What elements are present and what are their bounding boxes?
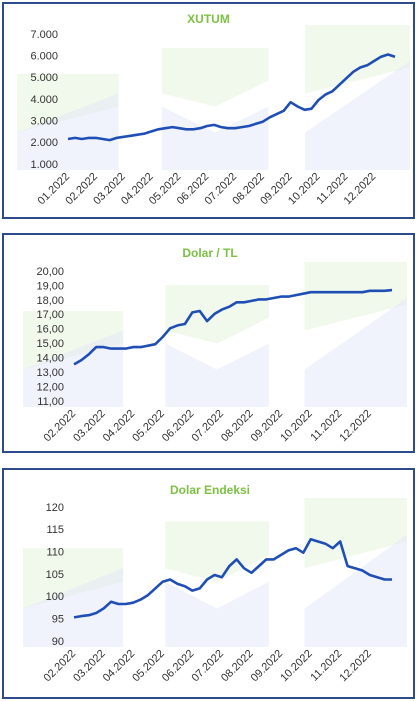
watermark	[23, 548, 124, 609]
y-tick-label: 90	[52, 636, 64, 648]
data-line	[73, 538, 392, 619]
watermark	[23, 568, 124, 647]
y-tick-label: 6.000	[30, 51, 58, 63]
watermark	[17, 93, 119, 170]
y-tick-label: 115	[46, 524, 64, 536]
y-tick-label: 7.000	[30, 29, 58, 41]
watermark	[161, 106, 269, 170]
y-tick-label: 110	[46, 547, 64, 559]
y-tick-label: 95	[52, 614, 64, 626]
y-tick-label: 11,00	[37, 396, 64, 408]
watermark	[17, 74, 119, 133]
watermark	[165, 343, 269, 407]
y-tick-label: 15,00	[36, 338, 64, 350]
watermark	[305, 25, 410, 94]
y-tick-label: 12,00	[36, 381, 64, 393]
y-tick-label: 3.000	[30, 116, 58, 128]
y-tick-label: 16,00	[36, 324, 64, 336]
watermark	[23, 330, 124, 407]
y-tick-label: 5.000	[30, 72, 58, 84]
y-tick-label: 1.000	[30, 159, 58, 171]
watermark	[304, 262, 407, 331]
watermark	[165, 285, 269, 344]
y-tick-label: 14,00	[36, 353, 64, 365]
data-line	[67, 53, 396, 142]
watermark	[304, 498, 407, 569]
watermark	[304, 534, 407, 647]
y-tick-label: 100	[46, 591, 64, 603]
y-tick-label: 13,00	[36, 367, 64, 379]
watermark	[161, 48, 269, 107]
y-tick-label: 4.000	[30, 94, 58, 106]
y-tick-label: 2.000	[30, 137, 58, 149]
y-tick-label: 120	[46, 502, 64, 514]
chart-title: Dolar Endeksi	[170, 483, 250, 497]
chart-title: XUTUM	[187, 12, 230, 26]
y-tick-label: 17,00	[36, 309, 64, 321]
chart-title: Dolar / TL	[182, 246, 237, 260]
y-tick-label: 18,00	[36, 295, 64, 307]
y-tick-label: 20,00	[36, 266, 64, 278]
y-tick-label: 105	[46, 569, 64, 581]
watermark	[23, 311, 124, 370]
watermark	[305, 61, 410, 170]
watermark	[165, 581, 269, 647]
y-tick-label: 19,00	[36, 280, 64, 292]
watermark	[304, 298, 407, 407]
data-line	[73, 288, 393, 366]
